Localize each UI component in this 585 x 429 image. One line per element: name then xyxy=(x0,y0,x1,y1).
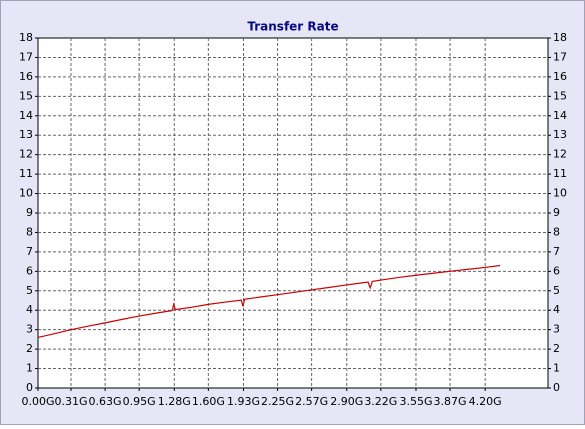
x-tick-label: 1.28G xyxy=(158,395,191,408)
y2-tick-label: 2 xyxy=(553,342,560,355)
x-tick-label: 0.95G xyxy=(123,395,156,408)
x-tick-label: 0.00G xyxy=(21,395,54,408)
y2-tick-label: 7 xyxy=(553,245,560,258)
y2-tick-label: 3 xyxy=(553,323,560,336)
y2-tick-label: 1 xyxy=(553,362,560,375)
x-tick-label: 3.87G xyxy=(434,395,467,408)
y-tick-label: 6 xyxy=(26,264,33,277)
x-tick-label: 2.25G xyxy=(261,395,294,408)
x-tick-label: 2.90G xyxy=(330,395,363,408)
y-tick-label: 4 xyxy=(26,303,33,316)
y-tick-label: 17 xyxy=(19,50,33,63)
x-tick-label: 1.60G xyxy=(192,395,225,408)
y-tick-label: 2 xyxy=(26,342,33,355)
y-tick-label: 15 xyxy=(19,89,33,102)
y-tick-label: 9 xyxy=(26,206,33,219)
y2-tick-label: 14 xyxy=(553,109,567,122)
y-tick-label: 8 xyxy=(26,225,33,238)
x-tick-label: 0.31G xyxy=(54,395,87,408)
y2-tick-label: 10 xyxy=(553,187,567,200)
y-tick-label: 18 xyxy=(19,31,33,44)
y2-tick-label: 13 xyxy=(553,128,567,141)
y-tick-label: 13 xyxy=(19,128,33,141)
chart-title: Transfer Rate xyxy=(247,20,338,34)
y2-tick-label: 12 xyxy=(553,148,567,161)
y2-tick-label: 5 xyxy=(553,284,560,297)
y-tick-label: 14 xyxy=(19,109,33,122)
y-tick-label: 1 xyxy=(26,362,33,375)
y2-tick-label: 16 xyxy=(553,70,567,83)
y-tick-label: 5 xyxy=(26,284,33,297)
y2-tick-label: 0 xyxy=(553,381,560,394)
y2-tick-label: 15 xyxy=(553,89,567,102)
y2-tick-label: 17 xyxy=(553,50,567,63)
y2-tick-label: 8 xyxy=(553,225,560,238)
y2-tick-label: 11 xyxy=(553,167,567,180)
x-tick-label: 4.20G xyxy=(469,395,502,408)
x-tick-label: 0.63G xyxy=(89,395,122,408)
y-tick-label: 11 xyxy=(19,167,33,180)
y-tick-label: 7 xyxy=(26,245,33,258)
y-tick-label: 0 xyxy=(26,381,33,394)
y-tick-label: 16 xyxy=(19,70,33,83)
y-tick-label: 12 xyxy=(19,148,33,161)
y2-tick-label: 6 xyxy=(553,264,560,277)
y-tick-label: 3 xyxy=(26,323,33,336)
y2-tick-label: 4 xyxy=(553,303,560,316)
y-tick-label: 10 xyxy=(19,187,33,200)
x-tick-label: 3.55G xyxy=(399,395,432,408)
y2-tick-label: 9 xyxy=(553,206,560,219)
x-tick-label: 3.22G xyxy=(364,395,397,408)
x-tick-label: 2.57G xyxy=(295,395,328,408)
x-tick-label: 1.93G xyxy=(227,395,260,408)
data-line xyxy=(37,264,501,339)
y2-tick-label: 18 xyxy=(553,31,567,44)
